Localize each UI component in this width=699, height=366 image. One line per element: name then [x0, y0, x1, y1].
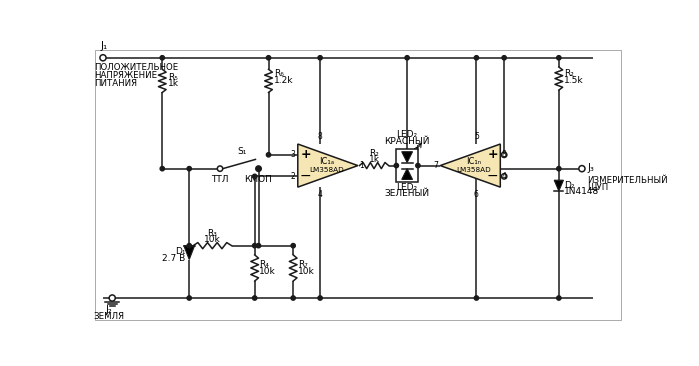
Circle shape	[187, 296, 192, 300]
Text: +: +	[487, 148, 498, 161]
Text: ПИТАНИЯ: ПИТАНИЯ	[94, 79, 137, 87]
Circle shape	[394, 164, 398, 168]
Polygon shape	[440, 144, 500, 187]
Bar	[396, 149, 418, 182]
Text: R₆: R₆	[274, 69, 284, 78]
Circle shape	[405, 56, 410, 60]
Text: НАПРЯЖЕНИЕ: НАПРЯЖЕНИЕ	[94, 71, 157, 80]
Circle shape	[579, 165, 585, 172]
Text: R₃: R₃	[208, 229, 217, 238]
Circle shape	[257, 243, 261, 248]
Text: 5: 5	[474, 132, 479, 141]
Text: LED₂: LED₂	[396, 183, 418, 192]
Text: 1k: 1k	[168, 79, 179, 89]
Text: 1k: 1k	[368, 155, 380, 164]
Text: 4: 4	[502, 172, 507, 181]
Circle shape	[501, 152, 507, 157]
Text: 8: 8	[502, 150, 507, 159]
Text: −: −	[300, 169, 311, 183]
Circle shape	[266, 56, 271, 60]
Circle shape	[291, 243, 296, 248]
Text: 1N4148: 1N4148	[564, 187, 600, 196]
Text: IC₁ₙ: IC₁ₙ	[466, 157, 482, 166]
Text: LM358AD: LM358AD	[309, 167, 344, 173]
Text: +: +	[300, 148, 311, 161]
Text: 10k: 10k	[259, 266, 276, 276]
Text: J₃: J₃	[587, 163, 594, 173]
Text: J₁: J₁	[101, 41, 108, 51]
Text: R₅: R₅	[168, 72, 178, 82]
Text: ТТЛ: ТТЛ	[211, 175, 229, 184]
Text: 7: 7	[433, 161, 438, 170]
Text: ПОЛОЖИТЕЛЬНОЕ: ПОЛОЖИТЕЛЬНОЕ	[94, 63, 178, 72]
Circle shape	[416, 164, 420, 168]
Text: 3: 3	[291, 150, 296, 159]
Text: 1: 1	[359, 161, 364, 170]
Text: R₄: R₄	[259, 259, 269, 269]
Text: D₁: D₁	[175, 247, 185, 256]
Circle shape	[266, 153, 271, 157]
Text: R₂: R₂	[564, 69, 574, 78]
Circle shape	[160, 56, 164, 60]
Circle shape	[217, 166, 223, 171]
Text: 4: 4	[317, 190, 322, 199]
Text: ЗЕМЛЯ: ЗЕМЛЯ	[94, 312, 124, 321]
Polygon shape	[184, 246, 194, 259]
Polygon shape	[554, 180, 563, 191]
Circle shape	[502, 56, 506, 60]
Circle shape	[257, 167, 261, 171]
Circle shape	[252, 296, 257, 300]
Circle shape	[187, 243, 192, 248]
Text: J₂: J₂	[106, 305, 113, 315]
Circle shape	[556, 296, 561, 300]
Text: 8: 8	[318, 132, 322, 141]
Text: ЗЕЛЕНЫЙ: ЗЕЛЕНЫЙ	[384, 190, 430, 198]
Text: S₁: S₁	[238, 147, 247, 156]
Circle shape	[291, 296, 296, 300]
Text: ИЗМЕРИТЕЛЬНЫЙ: ИЗМЕРИТЕЛЬНЫЙ	[587, 176, 668, 184]
Circle shape	[556, 167, 561, 171]
Text: −: −	[487, 169, 498, 183]
Circle shape	[318, 296, 322, 300]
Text: 10k: 10k	[204, 235, 221, 244]
Text: 2.7 В: 2.7 В	[162, 254, 185, 263]
Circle shape	[252, 243, 257, 248]
Text: R₇: R₇	[298, 259, 308, 269]
Text: LM358AD: LM358AD	[456, 167, 491, 173]
Circle shape	[318, 56, 322, 60]
Polygon shape	[298, 144, 358, 187]
Text: КМОП: КМОП	[245, 175, 273, 184]
Text: 2: 2	[291, 172, 296, 181]
Text: R₂: R₂	[369, 149, 379, 158]
Text: D₂: D₂	[564, 181, 575, 190]
Circle shape	[109, 295, 115, 301]
Circle shape	[556, 56, 561, 60]
Text: ЩУП: ЩУП	[587, 183, 609, 191]
Circle shape	[256, 166, 261, 171]
Circle shape	[475, 296, 479, 300]
Text: 10k: 10k	[298, 266, 315, 276]
Text: 1.5k: 1.5k	[564, 76, 584, 85]
Text: IC₁ₐ: IC₁ₐ	[319, 157, 334, 166]
Circle shape	[475, 56, 479, 60]
Polygon shape	[402, 169, 412, 179]
Circle shape	[160, 167, 164, 171]
Text: КРАСНЫЙ: КРАСНЫЙ	[384, 137, 430, 146]
Circle shape	[252, 174, 257, 179]
Text: 1.2k: 1.2k	[274, 76, 294, 85]
Polygon shape	[402, 152, 412, 163]
Circle shape	[501, 173, 507, 179]
Text: LED₂: LED₂	[396, 130, 418, 139]
Text: 6: 6	[474, 190, 479, 199]
Circle shape	[187, 167, 192, 171]
Circle shape	[100, 55, 106, 61]
